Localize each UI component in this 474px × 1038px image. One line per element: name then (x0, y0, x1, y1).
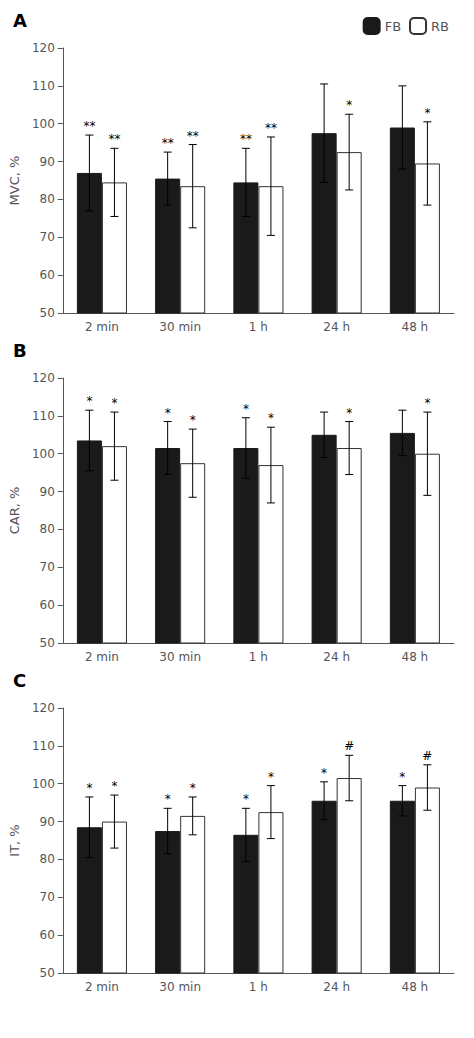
svg-text:30 min: 30 min (159, 650, 201, 664)
svg-text:*: * (165, 792, 171, 806)
svg-text:80: 80 (40, 522, 55, 536)
svg-text:48 h: 48 h (402, 320, 429, 334)
svg-text:*: * (165, 406, 171, 420)
svg-text:*: * (86, 394, 92, 408)
svg-text:50: 50 (40, 306, 55, 320)
svg-text:**: ** (265, 121, 277, 135)
svg-text:90: 90 (40, 155, 55, 169)
svg-text:90: 90 (40, 485, 55, 499)
svg-text:*: * (190, 781, 196, 795)
svg-text:*: * (111, 396, 117, 410)
svg-text:100: 100 (32, 447, 55, 461)
svg-text:90: 90 (40, 815, 55, 829)
svg-text:30 min: 30 min (159, 320, 201, 334)
svg-text:*: * (346, 98, 352, 112)
svg-text:2 min: 2 min (85, 650, 119, 664)
svg-text:100: 100 (32, 117, 55, 131)
svg-text:24 h: 24 h (323, 980, 350, 994)
svg-text:B: B (13, 340, 27, 361)
svg-text:*: * (243, 402, 249, 416)
svg-text:**: ** (83, 119, 95, 133)
svg-text:100: 100 (32, 777, 55, 791)
svg-text:24 h: 24 h (323, 650, 350, 664)
svg-text:50: 50 (40, 966, 55, 980)
svg-text:*: * (111, 779, 117, 793)
svg-text:IT, %: IT, % (7, 824, 22, 856)
svg-text:50: 50 (40, 636, 55, 650)
svg-text:1 h: 1 h (249, 650, 268, 664)
svg-text:70: 70 (40, 230, 55, 244)
svg-text:**: ** (187, 129, 199, 143)
svg-text:1 h: 1 h (249, 320, 268, 334)
svg-text:*: * (424, 106, 430, 120)
svg-text:**: ** (162, 136, 174, 150)
svg-text:#: # (422, 749, 432, 763)
svg-text:80: 80 (40, 192, 55, 206)
svg-text:*: * (268, 770, 274, 784)
svg-text:110: 110 (32, 409, 55, 423)
svg-text:80: 80 (40, 852, 55, 866)
svg-text:RB: RB (431, 19, 449, 34)
svg-text:CAR, %: CAR, % (7, 487, 22, 535)
svg-text:110: 110 (32, 79, 55, 93)
svg-text:1 h: 1 h (249, 980, 268, 994)
svg-text:2 min: 2 min (85, 320, 119, 334)
svg-text:#: # (344, 739, 354, 753)
svg-text:*: * (190, 413, 196, 427)
svg-text:48 h: 48 h (402, 980, 429, 994)
svg-text:*: * (321, 766, 327, 780)
svg-text:**: ** (240, 132, 252, 146)
svg-text:120: 120 (32, 41, 55, 55)
svg-text:60: 60 (40, 268, 55, 282)
svg-text:*: * (86, 781, 92, 795)
svg-text:48 h: 48 h (402, 650, 429, 664)
svg-text:2 min: 2 min (85, 980, 119, 994)
svg-text:60: 60 (40, 598, 55, 612)
svg-text:70: 70 (40, 560, 55, 574)
svg-text:*: * (424, 396, 430, 410)
svg-text:*: * (243, 792, 249, 806)
svg-text:110: 110 (32, 739, 55, 753)
svg-text:A: A (13, 10, 27, 31)
svg-text:*: * (268, 411, 274, 425)
svg-text:120: 120 (32, 701, 55, 715)
svg-text:C: C (13, 670, 26, 691)
svg-text:*: * (399, 770, 405, 784)
svg-text:MVC, %: MVC, % (7, 156, 22, 206)
svg-text:24 h: 24 h (323, 320, 350, 334)
svg-text:70: 70 (40, 890, 55, 904)
svg-text:60: 60 (40, 928, 55, 942)
svg-text:120: 120 (32, 371, 55, 385)
svg-text:30 min: 30 min (159, 980, 201, 994)
svg-text:*: * (346, 406, 352, 420)
svg-text:**: ** (108, 132, 120, 146)
svg-text:FB: FB (385, 19, 401, 34)
